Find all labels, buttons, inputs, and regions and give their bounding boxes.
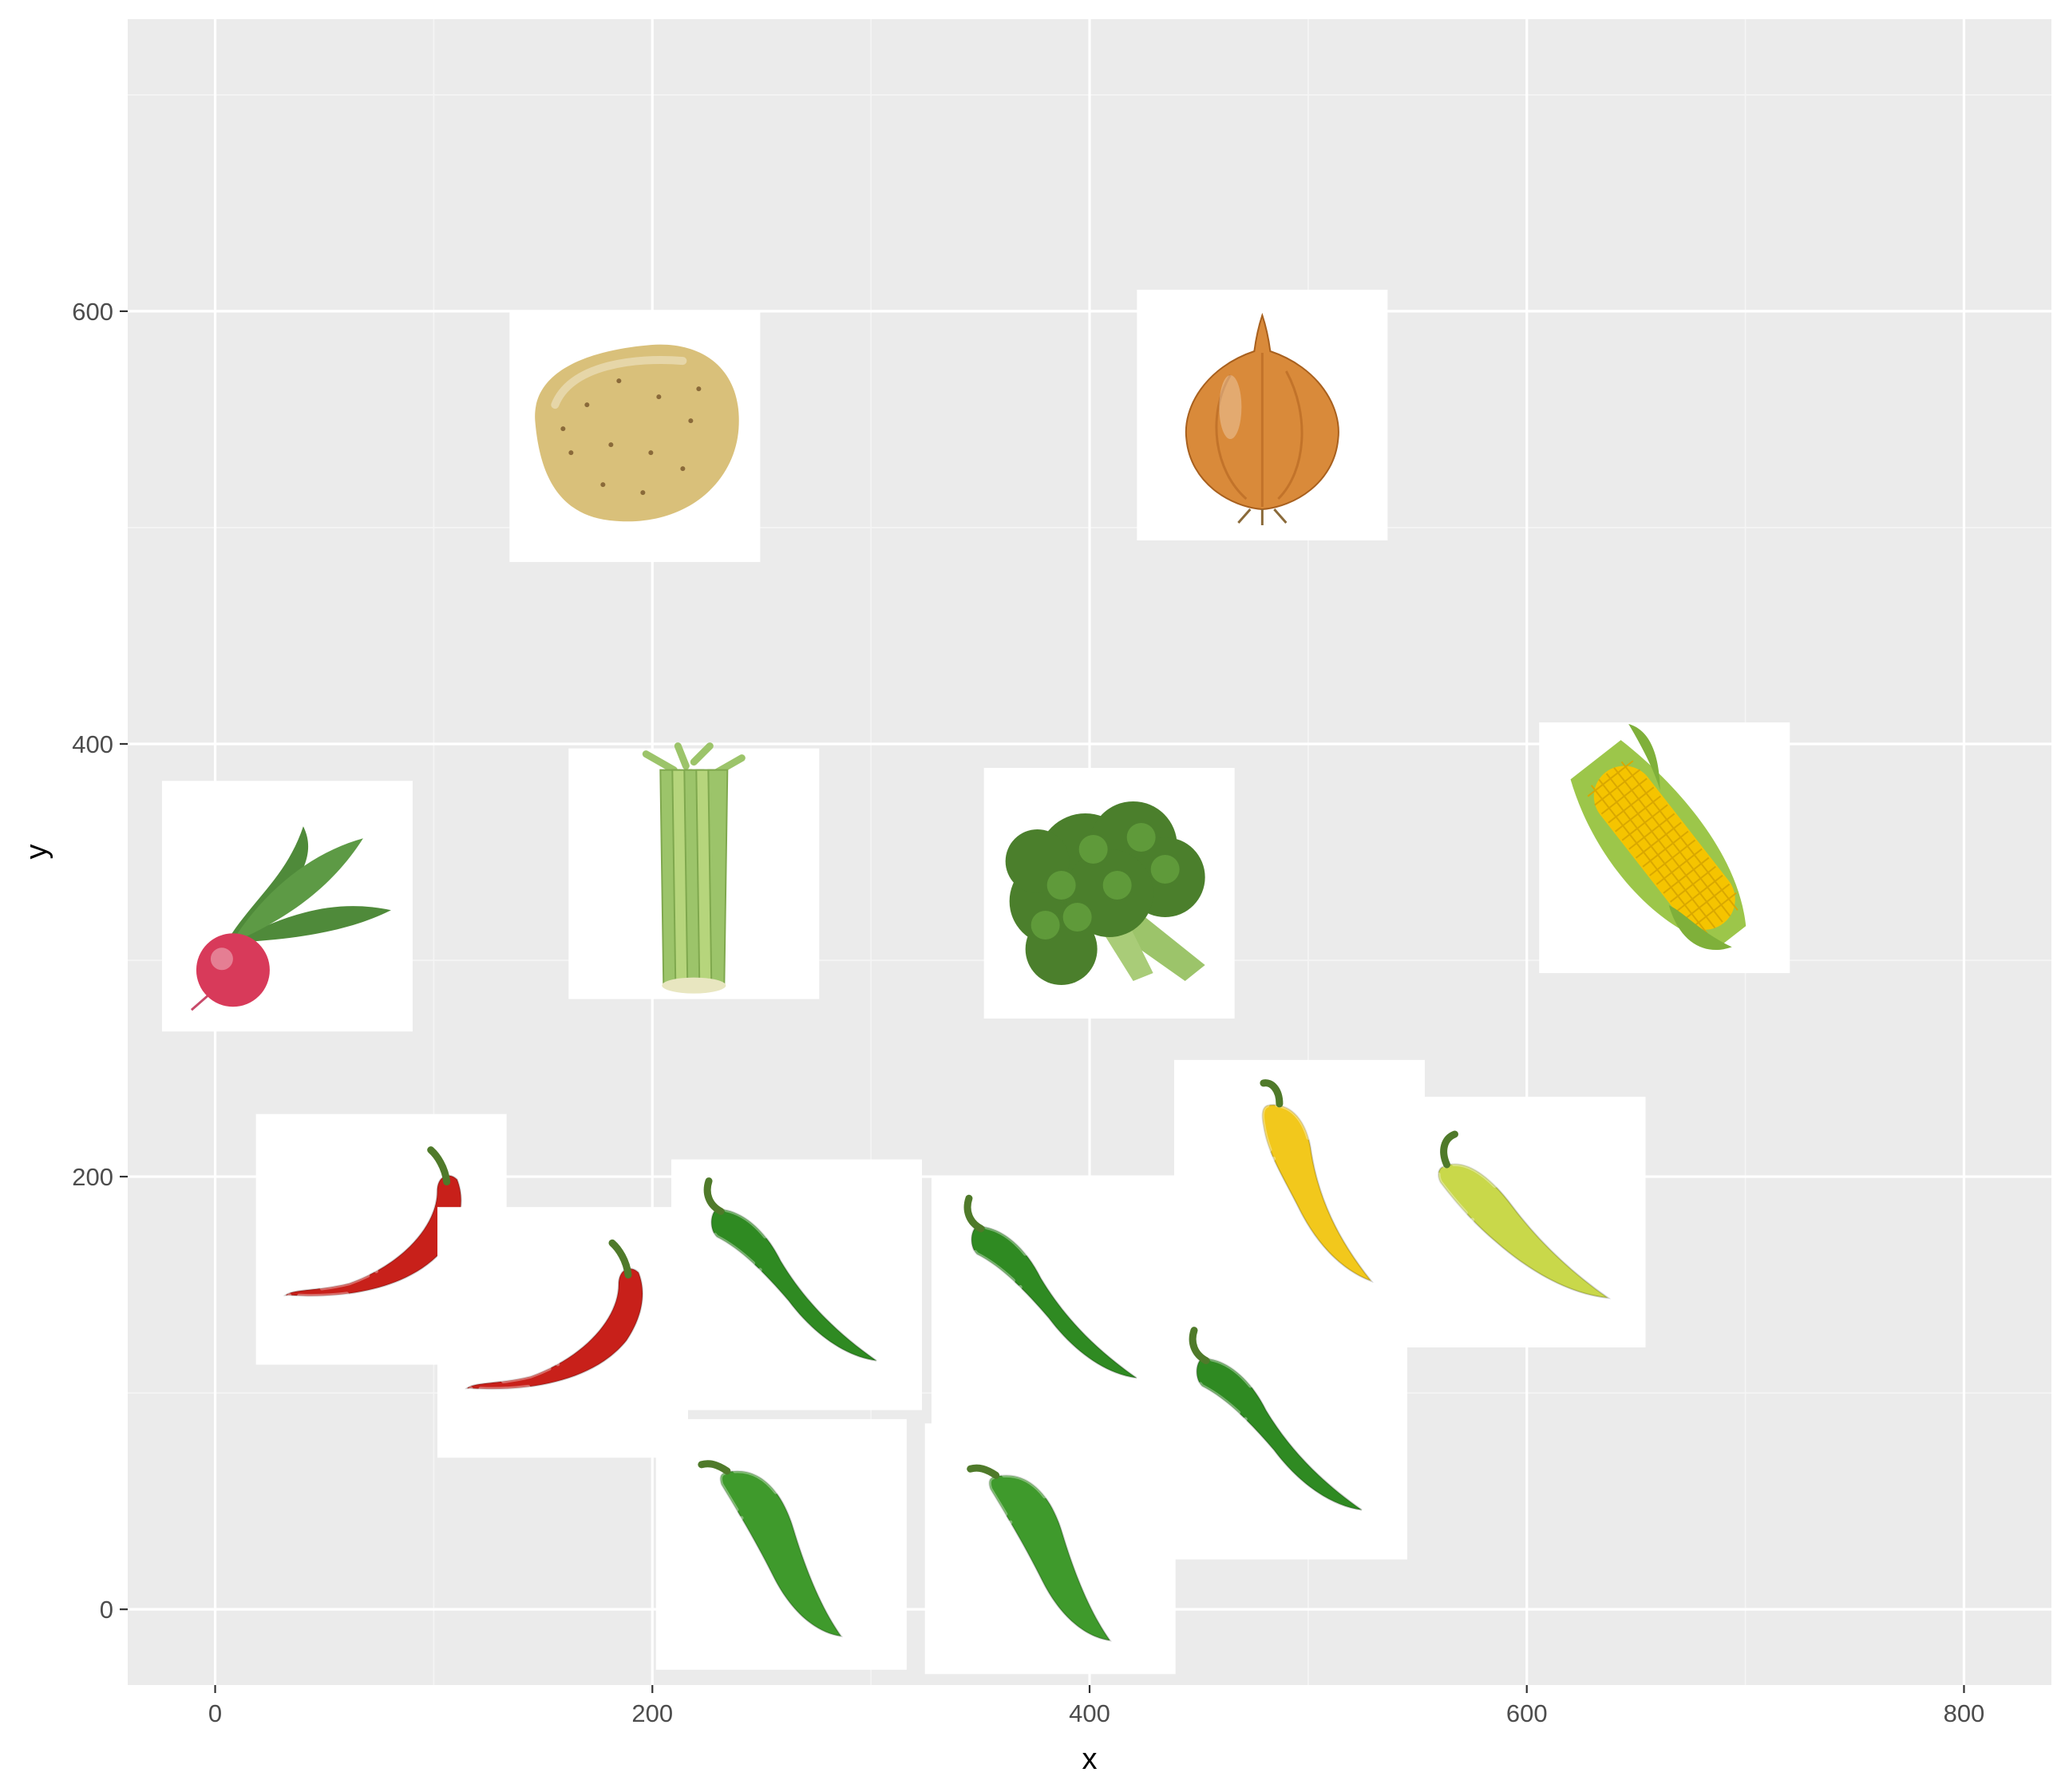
yellow-chili-pepper-icon xyxy=(1260,1079,1378,1286)
x-tick-label: 400 xyxy=(1069,1699,1110,1727)
red-chili-pepper-icon xyxy=(461,1239,645,1391)
corn-icon xyxy=(1570,723,1747,950)
point-broccoli-image xyxy=(983,767,1235,1019)
point-tile xyxy=(437,1207,688,1458)
x-tick-label: 0 xyxy=(208,1699,222,1727)
yellow-green-chili-pepper-icon xyxy=(1436,1130,1616,1301)
point-jalapeno-pepper-image xyxy=(924,1423,1176,1675)
point-potato-image xyxy=(509,311,761,563)
point-green-chili-pepper-image xyxy=(931,1177,1182,1428)
radish-icon xyxy=(190,826,391,1011)
point-corn-image xyxy=(1539,722,1790,974)
point-red-chili-pepper-image xyxy=(437,1207,688,1458)
green-chili-pepper-icon xyxy=(703,1177,878,1363)
y-tick-label: 600 xyxy=(72,298,113,326)
green-chili-pepper-icon xyxy=(1189,1327,1363,1513)
y-tick-label: 200 xyxy=(72,1163,113,1191)
point-onion-image xyxy=(1137,290,1388,541)
point-green-chili-pepper-image xyxy=(671,1159,923,1410)
point-yellow-chili-pepper-image xyxy=(1173,1059,1425,1311)
data-markers xyxy=(161,290,1790,1675)
point-yellow-green-chili-pepper-image xyxy=(1394,1096,1646,1347)
green-chili-pepper-icon xyxy=(963,1194,1138,1380)
point-radish-image xyxy=(161,781,413,1032)
jalapeno-pepper-icon xyxy=(967,1464,1115,1644)
point-green-chili-pepper-image xyxy=(1157,1308,1407,1560)
celery-icon xyxy=(642,742,746,994)
point-celery-image xyxy=(568,742,820,999)
y-axis-title: y xyxy=(20,845,53,860)
onion-icon xyxy=(1185,312,1339,526)
broccoli-icon xyxy=(1005,801,1205,985)
x-tick-label: 200 xyxy=(631,1699,673,1727)
x-axis-title: x xyxy=(1082,1743,1098,1776)
y-tick-label: 0 xyxy=(100,1596,113,1624)
red-chili-pepper-icon xyxy=(279,1146,464,1299)
x-tick-label: 800 xyxy=(1944,1699,1985,1727)
point-jalapeno-pepper-image xyxy=(655,1418,907,1670)
y-tick-label: 400 xyxy=(72,730,113,758)
jalapeno-pepper-icon xyxy=(698,1460,846,1640)
potato-icon xyxy=(535,344,739,522)
x-tick-label: 600 xyxy=(1506,1699,1548,1727)
axes: 0 200 400 600 800 0 200 400 600 xyxy=(72,298,1984,1727)
